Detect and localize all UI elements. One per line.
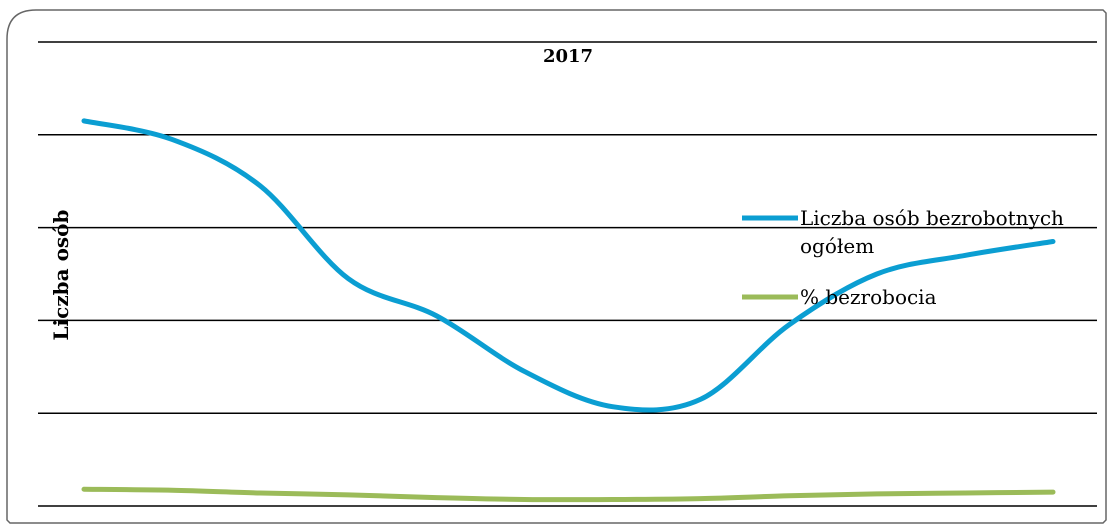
legend: Liczba osób bezrobotnych ogółem % bezrob…: [742, 206, 1064, 309]
legend-label-unemployed-total-line2: ogółem: [800, 234, 874, 258]
legend-label-unemployed-total: Liczba osób bezrobotnych: [800, 206, 1064, 230]
legend-label-unemployment-rate: % bezrobocia: [800, 285, 937, 309]
series-lines: [81, 118, 1056, 503]
chart-title: 2017: [543, 46, 593, 67]
gridlines: [38, 41, 1097, 507]
y-axis-label: Liczba osób: [49, 209, 73, 340]
series-line-unemployment-rate: [81, 486, 1056, 503]
chart-border: [6, 9, 1107, 524]
series-line-unemployed-total: [81, 118, 1056, 413]
